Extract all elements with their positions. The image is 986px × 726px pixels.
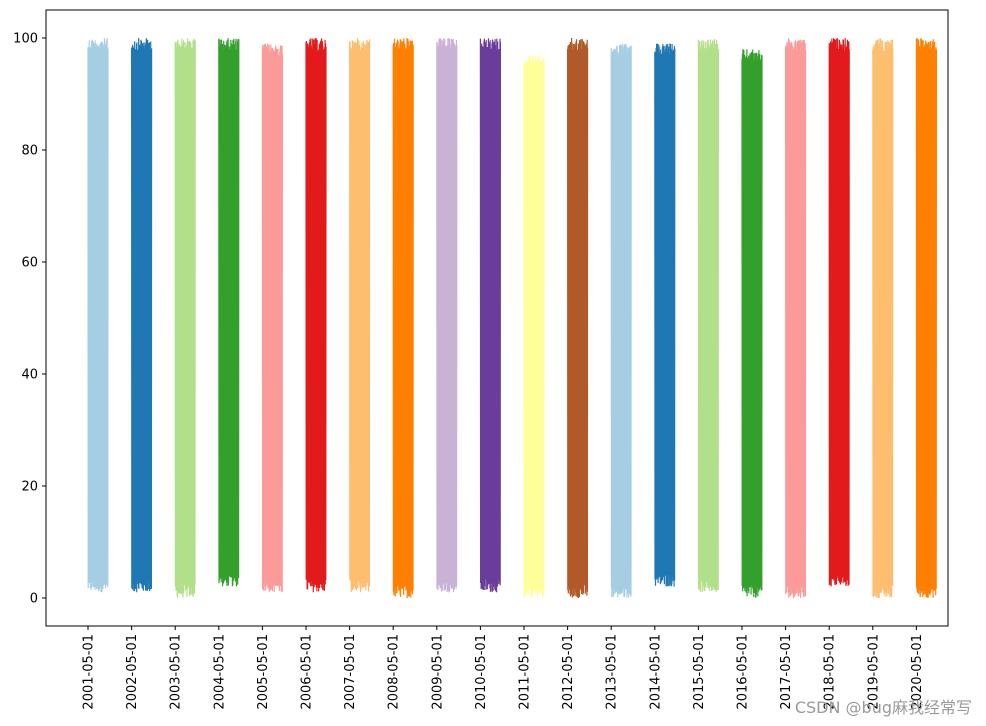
x-tick-label-2009-05-01: 2009-05-01 xyxy=(430,634,445,710)
series-line-2007 xyxy=(349,38,371,593)
series-2004 xyxy=(218,38,240,587)
watermark: CSDN @bug麻我经常写 xyxy=(794,698,972,717)
x-tick-label-2004-05-01: 2004-05-01 xyxy=(212,634,227,710)
x-tick-label-2010-05-01: 2010-05-01 xyxy=(474,634,489,710)
series-line-2009 xyxy=(436,38,458,593)
x-tick-label-2011-05-01: 2011-05-01 xyxy=(518,634,533,710)
series-2003 xyxy=(174,38,196,598)
x-tick-label-2007-05-01: 2007-05-01 xyxy=(343,634,358,710)
series-2009 xyxy=(436,38,458,593)
series-2018 xyxy=(828,38,850,587)
series-2002 xyxy=(131,38,153,593)
x-tick-label-2016-05-01: 2016-05-01 xyxy=(736,634,751,710)
series-line-2019 xyxy=(872,38,894,599)
series-line-2017 xyxy=(785,38,807,599)
series-2005 xyxy=(261,43,283,593)
series-line-2006 xyxy=(305,38,327,593)
x-tick-label-2001-05-01: 2001-05-01 xyxy=(82,634,97,710)
series-2001 xyxy=(87,38,109,593)
series-line-2008 xyxy=(392,38,414,599)
x-tick-label-2014-05-01: 2014-05-01 xyxy=(648,634,663,710)
series-line-2015 xyxy=(697,39,719,593)
series-line-2014 xyxy=(654,43,676,587)
x-tick-label-2017-05-01: 2017-05-01 xyxy=(779,634,794,710)
x-tick-label-2020-05-01: 2020-05-01 xyxy=(910,634,925,710)
series-2014 xyxy=(654,43,676,587)
series-line-2002 xyxy=(131,38,153,593)
series-2017 xyxy=(785,38,807,599)
series-2019 xyxy=(872,38,894,599)
series-line-2011 xyxy=(523,54,545,598)
x-tick-label-2015-05-01: 2015-05-01 xyxy=(692,634,707,710)
x-tick-label-2008-05-01: 2008-05-01 xyxy=(387,634,402,710)
x-tick-label-2013-05-01: 2013-05-01 xyxy=(605,634,620,710)
series-2008 xyxy=(392,38,414,599)
y-tick-label-20: 20 xyxy=(21,480,38,495)
x-tick-label-2005-05-01: 2005-05-01 xyxy=(256,634,271,710)
series-line-2013 xyxy=(610,43,632,598)
y-tick-label-60: 60 xyxy=(21,256,38,271)
series-2006 xyxy=(305,38,327,593)
series-line-2010 xyxy=(479,38,501,593)
y-tick-label-0: 0 xyxy=(30,592,38,607)
series-2013 xyxy=(610,43,632,598)
series-2012 xyxy=(567,37,589,599)
x-tick-label-2002-05-01: 2002-05-01 xyxy=(125,634,140,710)
x-axis: 2001-05-01 2002-05-01 2003-05-01 2004-05-01… xyxy=(82,626,925,710)
series-2011 xyxy=(523,54,545,598)
y-tick-label-100: 100 xyxy=(13,32,38,47)
y-tick-label-40: 40 xyxy=(21,368,38,383)
y-tick-label-80: 80 xyxy=(21,144,38,159)
series-line-2016 xyxy=(741,49,763,598)
plot-frame xyxy=(45,9,949,627)
series-2015 xyxy=(697,39,719,593)
x-tick-label-2006-05-01: 2006-05-01 xyxy=(300,634,315,710)
x-tick-label-2012-05-01: 2012-05-01 xyxy=(561,634,576,710)
series-line-2012 xyxy=(567,37,589,599)
x-tick-label-2003-05-01: 2003-05-01 xyxy=(169,634,184,710)
series-line-2018 xyxy=(828,38,850,587)
series-line-2020 xyxy=(915,38,937,598)
series-line-2005 xyxy=(261,43,283,593)
series-line-2003 xyxy=(174,38,196,598)
series-2007 xyxy=(349,38,371,593)
data-series-group xyxy=(87,37,937,599)
series-2020 xyxy=(915,38,937,598)
series-line-2004 xyxy=(218,38,240,587)
x-tick-label-2019-05-01: 2019-05-01 xyxy=(866,634,881,710)
series-2010 xyxy=(479,38,501,593)
y-axis: 0 20 40 60 80 100 xyxy=(13,32,46,607)
series-line-2001 xyxy=(87,38,109,593)
series-2016 xyxy=(741,49,763,598)
x-tick-label-2018-05-01: 2018-05-01 xyxy=(823,634,838,710)
